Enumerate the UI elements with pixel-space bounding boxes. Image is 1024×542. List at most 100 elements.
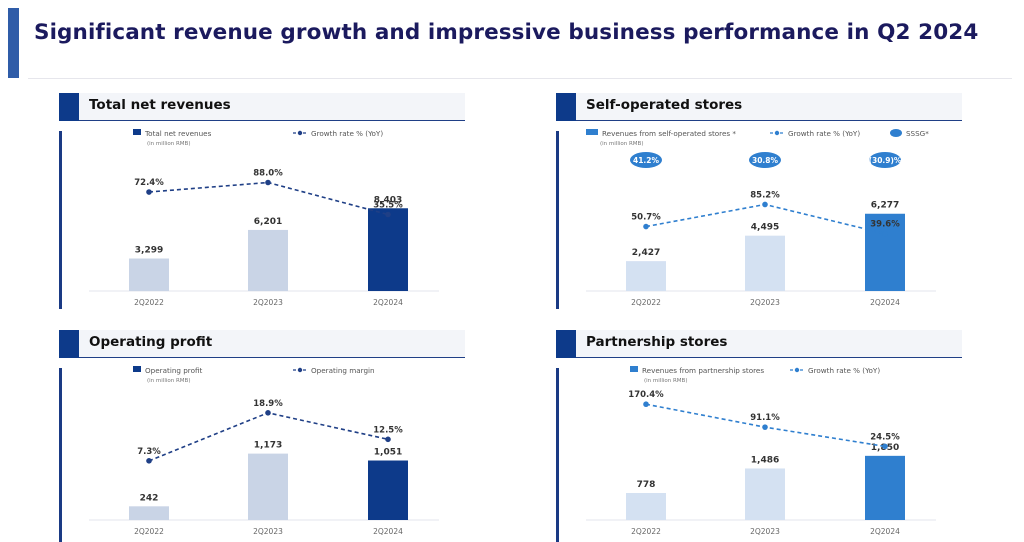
bar-2Q2023: [248, 453, 288, 520]
panel-side-rule: [59, 368, 62, 542]
line-value-label: 170.4%: [628, 390, 664, 400]
x-tick-label: 2Q2022: [134, 527, 164, 536]
bar-2Q2022: [626, 261, 666, 291]
line-value-label: 7.3%: [137, 447, 161, 457]
title-divider: [28, 78, 1012, 79]
bar-value-label: 4,495: [751, 223, 779, 233]
legend-label-line: Growth rate % (YoY): [788, 129, 860, 138]
bar-value-label: 1,173: [254, 441, 282, 451]
bar-2Q2024: [368, 460, 408, 520]
sssg-badge-label: (30.9)%: [869, 156, 902, 165]
legend-label-line: Operating margin: [311, 366, 375, 375]
legend-swatch-dot: [297, 367, 303, 373]
legend-swatch-badge: [890, 129, 902, 137]
x-tick-label: 2Q2022: [631, 298, 661, 307]
sssg-badge-label: 30.8%: [752, 156, 779, 165]
unit-note: (in million RMB): [644, 378, 687, 384]
panel-operating-profit: Operating profit Operating profit (in mil…: [59, 330, 465, 542]
line-point: [385, 211, 391, 218]
x-tick-label: 2Q2024: [870, 298, 900, 307]
line-point: [882, 443, 888, 450]
x-tick-label: 2Q2023: [253, 527, 283, 536]
x-tick-label: 2Q2024: [373, 298, 403, 307]
panel-side-rule: [556, 131, 559, 309]
sssg-badge: [630, 152, 662, 168]
x-tick-label: 2Q2022: [631, 527, 661, 536]
line-point: [762, 201, 768, 208]
unit-note: (in million RMB): [147, 141, 190, 147]
line-value-label: 35.5%: [373, 201, 403, 211]
series-line: [148, 181, 389, 216]
line-point: [146, 189, 152, 195]
unit-note: (in million RMB): [147, 378, 190, 384]
line-value-label: 91.1%: [750, 413, 780, 423]
bar-2Q2024: [865, 213, 905, 291]
panel-title: Operating profit: [89, 334, 213, 350]
legend-swatch-bar: [133, 366, 141, 372]
x-tick-label: 2Q2023: [750, 527, 780, 536]
bar-value-label: 6,277: [871, 201, 899, 211]
bar-2Q2024: [368, 208, 408, 291]
line-point: [265, 179, 271, 186]
sssg-badge: [749, 152, 781, 168]
line-value-label: 18.9%: [253, 399, 283, 409]
bar-2Q2024: [865, 455, 905, 520]
chart-total-net-revenues: Total net revenues (in million RMB) Growth…: [89, 129, 439, 307]
x-tick-label: 2Q2023: [253, 298, 283, 307]
panel-title: Total net revenues: [89, 97, 231, 113]
line-point: [265, 410, 271, 416]
panel-side-rule: [556, 368, 559, 542]
bar-value-label: 6,201: [254, 217, 282, 227]
line-point: [643, 401, 649, 408]
x-tick-label: 2Q2024: [870, 527, 900, 536]
bar-value-label: 8,403: [374, 195, 402, 205]
panel-header: Partnership stores: [556, 330, 962, 358]
sssg-badge-label: 41.2%: [633, 156, 660, 165]
panel-title: Partnership stores: [586, 334, 728, 350]
legend-swatch-dot: [794, 367, 800, 373]
panel-partnership-stores: Partnership stores Revenues from partner…: [556, 330, 962, 542]
legend-swatch-bar: [630, 366, 638, 372]
bar-value-label: 242: [140, 493, 159, 503]
line-point: [643, 223, 649, 230]
panel-header: Self-operated stores: [556, 93, 962, 121]
legend-label-badge: SSSG*: [906, 129, 929, 138]
line-point: [146, 458, 152, 464]
line-value-label: 50.7%: [631, 213, 661, 223]
sssg-badge: [869, 152, 901, 168]
legend-label-bar: Revenues from self-operated stores *: [602, 129, 736, 138]
legend-swatch-bar: [586, 129, 598, 135]
bar-value-label: 1,051: [374, 448, 402, 458]
line-value-label: 88.0%: [253, 169, 283, 179]
bar-2Q2023: [248, 229, 288, 291]
unit-note: (in million RMB): [600, 141, 643, 147]
chart-partnership-stores: Revenues from partnership stores (in mill…: [586, 366, 936, 536]
legend-label-bar: Revenues from partnership stores: [642, 366, 764, 375]
bar-value-label: 1,486: [751, 455, 779, 465]
x-tick-label: 2Q2023: [750, 298, 780, 307]
panel-header-mark: [59, 330, 79, 358]
panel-title: Self-operated stores: [586, 97, 743, 113]
line-point: [882, 230, 888, 237]
bar-2Q2023: [745, 235, 785, 291]
bar-value-label: 2,427: [632, 248, 660, 258]
legend-label-line: Growth rate % (YoY): [808, 366, 880, 375]
panel-header-mark: [556, 330, 576, 358]
legend-swatch-dot: [774, 130, 780, 136]
x-tick-label: 2Q2022: [134, 298, 164, 307]
line-value-label: 39.6%: [870, 220, 900, 230]
bar-2Q2022: [626, 493, 666, 520]
line-value-label: 85.2%: [750, 190, 780, 200]
line-value-label: 24.5%: [870, 432, 900, 442]
panel-header-mark: [59, 93, 79, 121]
line-point: [385, 436, 391, 443]
line-value-label: 12.5%: [373, 425, 403, 435]
legend-swatch-dot: [297, 130, 303, 136]
title-accent-bar: [8, 8, 19, 78]
x-tick-label: 2Q2024: [373, 527, 403, 536]
panel-header: Operating profit: [59, 330, 465, 358]
bar-2Q2022: [129, 258, 169, 291]
panel-total-net-revenues: Total net revenues Total net revenues (in…: [59, 93, 465, 315]
line-point: [762, 424, 768, 430]
bar-value-label: 3,299: [135, 246, 163, 256]
